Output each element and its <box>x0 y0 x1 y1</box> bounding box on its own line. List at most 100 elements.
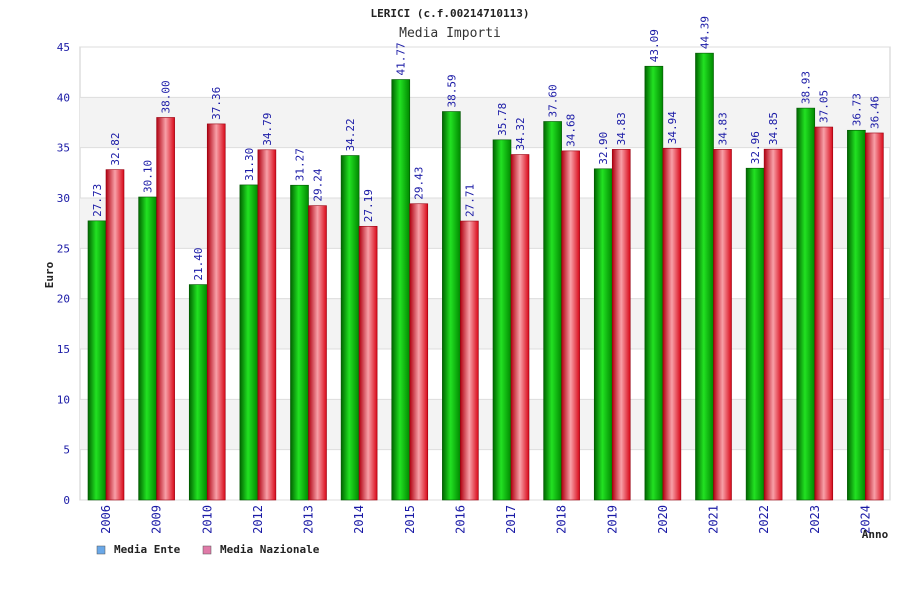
x-tick-label: 2006 <box>99 505 113 534</box>
data-label: 27.71 <box>463 184 476 217</box>
data-label: 34.83 <box>615 112 628 145</box>
chart-title: LERICI (c.f.00214710113) <box>371 7 530 20</box>
bar-media-nazionale <box>358 225 378 501</box>
legend-label-media-ente: Media Ente <box>114 543 181 556</box>
bar-media-nazionale <box>460 220 479 501</box>
bar-media-ente <box>239 184 259 501</box>
data-label: 36.73 <box>850 93 863 126</box>
x-tick-label: 2009 <box>150 505 164 534</box>
bar-media-nazionale <box>156 117 175 501</box>
y-tick-label: 15 <box>57 343 70 356</box>
data-label: 43.09 <box>648 29 661 62</box>
x-tick-label: 2021 <box>707 505 721 534</box>
y-axis-ticks: 0 5 10 15 20 25 30 35 40 45 <box>57 41 70 507</box>
y-tick-label: 25 <box>57 242 70 255</box>
bar-media-ente <box>290 184 309 501</box>
bar-media-ente <box>87 220 107 501</box>
y-tick-label: 20 <box>57 293 70 306</box>
data-label: 44.39 <box>699 16 712 49</box>
data-label: 27.73 <box>91 184 104 217</box>
legend: Media Ente Media Nazionale <box>96 543 320 556</box>
x-tick-label: 2013 <box>302 505 316 534</box>
y-tick-label: 40 <box>57 91 70 104</box>
data-label: 34.85 <box>767 112 780 145</box>
data-label: 38.59 <box>445 74 458 107</box>
data-label: 32.96 <box>749 131 762 164</box>
data-label: 37.05 <box>818 90 831 123</box>
x-tick-label: 2022 <box>757 505 771 534</box>
data-label: 27.19 <box>362 189 375 222</box>
bar-media-ente <box>138 196 157 501</box>
data-label: 21.40 <box>192 247 205 280</box>
data-label: 34.32 <box>514 117 527 150</box>
y-tick-label: 35 <box>57 142 70 155</box>
x-tick-label: 2015 <box>403 505 417 534</box>
bar-media-nazionale <box>611 149 631 501</box>
bar-media-nazionale <box>561 150 580 501</box>
y-tick-label: 30 <box>57 192 70 205</box>
data-labels-group: 27.73 32.82 30.10 38.00 21.40 37.36 31.30 34.79… <box>91 16 881 281</box>
x-tick-label: 2014 <box>352 505 366 534</box>
bar-media-ente <box>796 107 816 501</box>
y-tick-label: 0 <box>63 494 70 507</box>
bar-media-nazionale <box>105 169 125 501</box>
data-label: 34.22 <box>344 118 357 151</box>
bar-media-ente <box>543 121 562 501</box>
bar-media-ente <box>593 168 613 501</box>
data-label: 34.68 <box>565 114 578 147</box>
data-label: 30.10 <box>142 160 155 193</box>
legend-swatch-media-nazionale <box>202 545 212 555</box>
bar-media-ente <box>340 155 360 501</box>
bar-media-nazionale <box>865 132 884 501</box>
data-label: 31.27 <box>294 148 307 181</box>
y-tick-label: 5 <box>63 444 70 457</box>
data-label: 29.43 <box>413 167 426 200</box>
legend-label-media-nazionale: Media Nazionale <box>220 543 320 556</box>
bar-media-nazionale <box>814 126 834 501</box>
data-label: 37.36 <box>210 87 223 120</box>
data-label: 31.30 <box>243 148 256 181</box>
data-label: 32.82 <box>109 132 122 165</box>
bar-media-nazionale <box>713 149 732 501</box>
data-label: 41.77 <box>395 42 408 75</box>
data-label: 34.79 <box>261 113 274 146</box>
bar-media-nazionale <box>308 205 327 501</box>
x-tick-label: 2023 <box>808 505 822 534</box>
x-tick-label: 2017 <box>504 505 518 534</box>
x-tick-label: 2012 <box>251 505 265 534</box>
bar-media-ente <box>188 284 208 501</box>
data-label: 35.78 <box>496 103 509 136</box>
x-tick-label: 2024 <box>858 505 872 534</box>
data-label: 38.93 <box>800 71 813 104</box>
legend-swatch-media-ente <box>96 545 106 555</box>
y-tick-label: 45 <box>57 41 70 54</box>
x-tick-label: 2016 <box>453 505 467 534</box>
data-label: 36.46 <box>868 96 881 129</box>
data-label: 29.24 <box>312 168 325 201</box>
bar-media-ente <box>847 129 866 501</box>
x-axis-title: Anno <box>862 528 889 541</box>
x-axis-ticks: 2006 2009 2010 2012 2013 2014 2015 2016 2017 2018… <box>99 505 872 534</box>
bar-media-nazionale <box>206 123 226 501</box>
data-label: 34.94 <box>666 111 679 144</box>
bar-media-ente <box>391 79 411 501</box>
bar-media-nazionale <box>409 203 429 501</box>
bar-media-ente <box>745 167 765 501</box>
bar-media-nazionale <box>662 147 682 501</box>
data-label: 38.00 <box>160 80 173 113</box>
y-tick-label: 10 <box>57 393 70 406</box>
x-tick-label: 2020 <box>656 505 670 534</box>
x-tick-label: 2019 <box>605 505 619 534</box>
data-label: 37.60 <box>547 84 560 117</box>
x-tick-label: 2018 <box>555 505 569 534</box>
bar-media-nazionale <box>257 149 277 501</box>
data-label: 34.83 <box>717 112 730 145</box>
bar-media-nazionale <box>763 148 783 501</box>
data-label: 32.90 <box>597 132 610 165</box>
bar-media-ente <box>644 65 664 501</box>
bar-media-ente <box>442 111 461 501</box>
bar-media-ente <box>492 139 512 501</box>
chart-subtitle: Media Importi <box>399 26 501 41</box>
